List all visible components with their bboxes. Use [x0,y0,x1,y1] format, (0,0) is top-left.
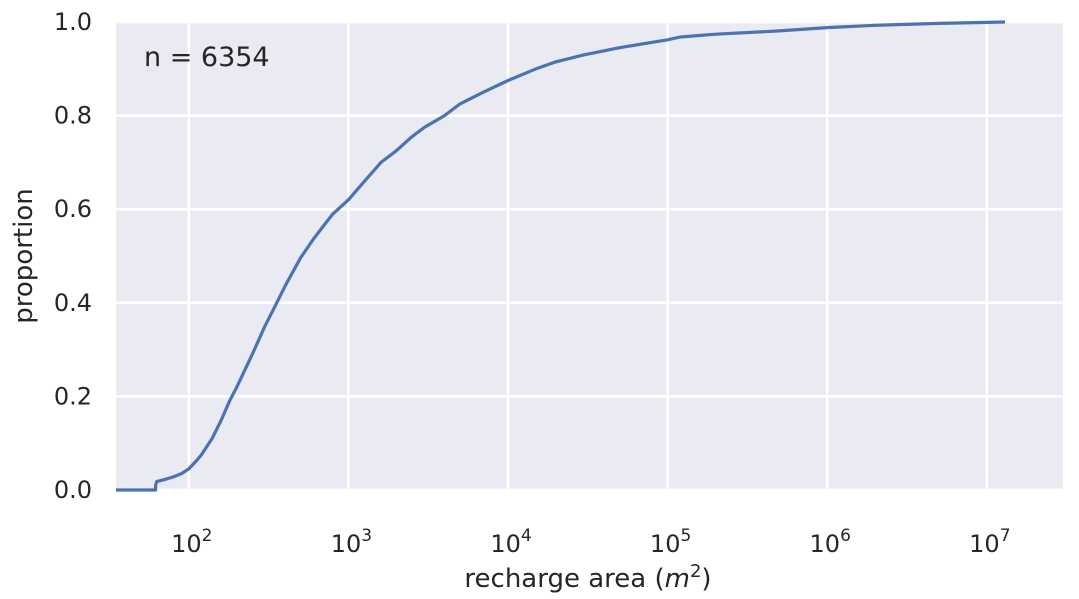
x-tick-label: 104 [490,526,531,558]
x-axis-label-unit-exponent: 2 [690,561,701,582]
ecdf-line [116,20,1006,492]
x-axis-label-open: ( [646,564,664,594]
x-tick-label: 107 [969,526,1010,558]
x-tick-label: 102 [171,526,212,558]
x-tick-label: 106 [810,526,851,558]
y-tick-labels: 0.0 0.2 0.4 0.6 0.8 1.0 [54,8,92,504]
grid-lines [116,20,1063,492]
x-tick-label: 103 [331,526,372,558]
y-axis-label: proportion [9,188,39,323]
x-tick-label: 105 [650,526,691,558]
y-tick-label: 0.4 [54,289,92,317]
plot-area [116,22,1063,490]
x-axis-label-close: ) [701,564,711,594]
x-axis-label: recharge area (m2) [464,561,711,594]
y-tick-label: 0.6 [54,195,92,223]
x-axis-label-unit: m [665,564,690,594]
y-tick-label: 0.0 [54,476,92,504]
y-tick-label: 0.2 [54,382,92,410]
sample-size-annotation: n = 6354 [144,42,270,73]
y-tick-label: 1.0 [54,8,92,36]
x-axis-label-text: recharge area [464,564,646,594]
x-tick-labels: 102 103 104 105 106 107 [171,526,1010,558]
y-tick-label: 0.8 [54,102,92,130]
